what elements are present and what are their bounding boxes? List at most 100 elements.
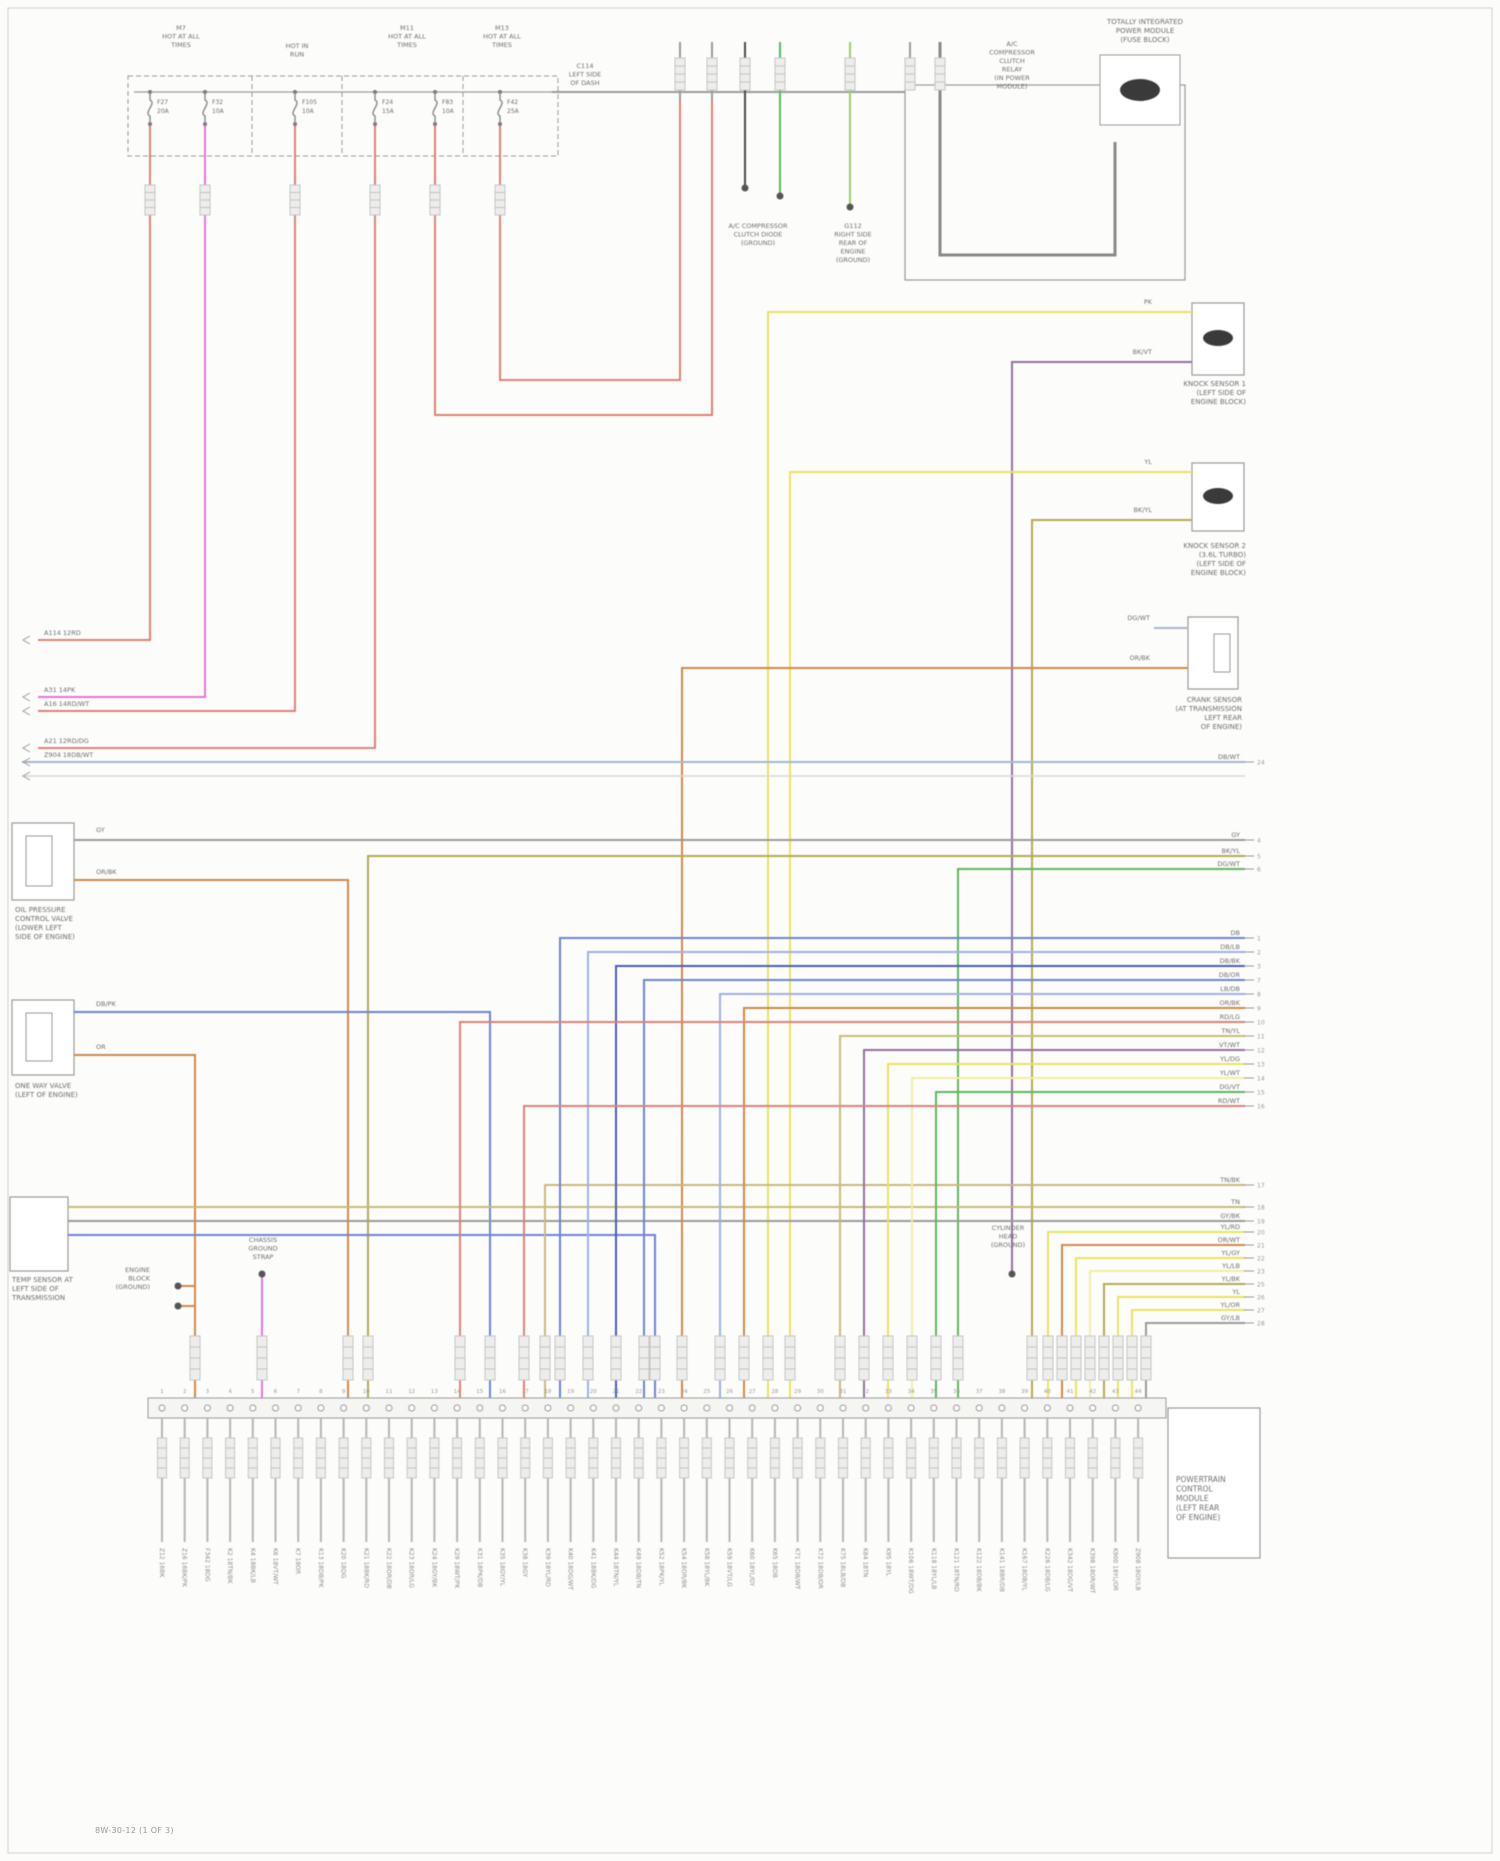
pcm-cavity-number: 37 [976, 1389, 983, 1395]
wire-fuse2-feed [38, 124, 206, 698]
wire-knock1-signal [767, 311, 1192, 1400]
pcm-cavity-number: 23 [658, 1389, 665, 1395]
pcm-cavity-number: 5 [251, 1389, 255, 1395]
pcm-cavity [726, 1404, 733, 1412]
terminal-pin: 14 [1257, 1076, 1265, 1083]
pcm-cavity-number: 20 [590, 1389, 597, 1395]
terminal-code: YL/BK [1220, 1275, 1240, 1283]
terminal-code: RD/LG [1220, 1013, 1240, 1021]
pcm-cavity [181, 1404, 189, 1412]
fuse-group-1-header: M7 [176, 24, 186, 32]
wire-fuse3-feed [38, 124, 296, 712]
pcm-cavity-number: 4 [228, 1389, 232, 1395]
terminal-pin: 7 [1257, 978, 1261, 985]
pcm-pin-label: K54 18OR/BK [680, 1548, 687, 1589]
pcm-cavity-number: 32 [862, 1389, 869, 1395]
fuse-group-3-header: HOT AT ALL [388, 33, 426, 41]
sensor-icon [1203, 488, 1233, 504]
terminal-code: YL/DG [1219, 1055, 1240, 1063]
pcm-pin-label: K75 18LB/DB [839, 1548, 846, 1587]
wire-coil-5 [911, 1077, 1245, 1400]
wire-code-bkvt: BK/VT [1133, 348, 1152, 356]
temp-sensor [9, 1196, 69, 1272]
pcm-pin-label: K52 18PK/YL [657, 1548, 664, 1586]
dash-connector-label: C114 [577, 62, 594, 70]
wire-row-green [957, 868, 1245, 1400]
pcm-cavity-number: 17 [522, 1389, 529, 1395]
pcm-cavity-number: 34 [908, 1389, 915, 1395]
pcm-cavity [385, 1404, 393, 1412]
pcm-pin-label: K24 18GY/BK [430, 1548, 437, 1588]
clutch-ground-label: CLUTCH DIODE [734, 231, 783, 239]
temp-sensor-label: TEMP SENSOR AT [11, 1276, 74, 1284]
pcm-cavity [203, 1404, 211, 1412]
cylinder-head-ground-label: CYLINDER [992, 1224, 1025, 1232]
pcm-pin-label: K2 18TN/BK [226, 1548, 233, 1585]
pcm-cavity [249, 1404, 257, 1412]
terminal-pin: 10 [1257, 1020, 1265, 1027]
pcm-cavity-number: 44 [1135, 1389, 1142, 1395]
terminal-code: Z904 18DB/WT [44, 751, 93, 759]
terminal-chevron [21, 706, 31, 716]
terminal-pin: 9 [1257, 1006, 1261, 1013]
terminal-pin: 4 [1257, 838, 1261, 845]
fuse-name: F24 [382, 99, 393, 106]
pcm-cavity-number: 29 [794, 1389, 801, 1395]
tipm-title: POWER MODULE [1116, 27, 1175, 35]
tipm-box [904, 84, 1186, 281]
pcm-cavity [294, 1404, 302, 1412]
pcm-box [1167, 1407, 1261, 1559]
wire-knock2-return [1031, 519, 1192, 1400]
pcm-cavity [521, 1404, 529, 1412]
pcm-pin-label: K65 18DB [771, 1548, 778, 1578]
terminal-code: BK/YL [1221, 847, 1240, 855]
pcm-cavity [930, 1404, 938, 1412]
cylinder-head-ground-label: (GROUND) [991, 1241, 1025, 1249]
fuse-symbol [497, 92, 503, 124]
crank-sensor-label: (AT TRANSMISSION [1175, 705, 1242, 713]
terminal-code: OR/WT [1218, 1236, 1240, 1244]
pcm-cavity-number: 1 [160, 1389, 164, 1395]
pcm-cavity [1043, 1404, 1051, 1412]
crank-sensor-label: CRANK SENSOR [1187, 696, 1242, 704]
pcm-cavity-number: 27 [749, 1389, 756, 1395]
one-way-valve-label: (LEFT OF ENGINE) [15, 1091, 78, 1099]
ground-dot [258, 1270, 266, 1278]
terminal-code: TN/YL [1220, 1027, 1240, 1035]
pcm-cavity-number: 42 [1089, 1389, 1096, 1395]
terminal-code: DB [1231, 929, 1240, 937]
pcm-cavity [362, 1404, 370, 1412]
terminal-code: RD/WT [1218, 1097, 1240, 1105]
fuse-rating: 25A [507, 108, 520, 115]
terminal-code: YL/WT [1219, 1069, 1240, 1077]
ground-dot [741, 184, 749, 192]
terminal-code: GY [1231, 831, 1240, 839]
temp-sensor-label: LEFT SIDE OF [12, 1285, 59, 1293]
pcm-pin-label: K122 18DB/BK [975, 1548, 982, 1593]
pcm-cavity [1111, 1404, 1119, 1412]
page-frame [7, 7, 1493, 1854]
wire-coil-3 [863, 1049, 1245, 1400]
clutch-ground-label: A/C COMPRESSOR [729, 222, 788, 230]
pcm-pin-label: K39 18YL/RD [544, 1548, 551, 1587]
pcm-pin-label: K84 18TN [862, 1548, 869, 1577]
pcm-pin-label: K342 18DG/VT [1066, 1548, 1073, 1592]
pcm-cavity [567, 1404, 575, 1412]
pcm-cavity [884, 1404, 892, 1412]
g112-ground-label: RIGHT SIDE [834, 231, 872, 239]
pcm-cavity-number: 25 [703, 1389, 710, 1395]
fuse-group-2-header: RUN [290, 51, 304, 59]
wire-fuse6-loop [499, 100, 681, 381]
wire-coil-1 [459, 1021, 1245, 1400]
knock-sensor-1-label: (LEFT SIDE OF [1196, 389, 1246, 397]
fuse-group-4-header: HOT AT ALL [483, 33, 521, 41]
wire-coil-4 [887, 1063, 1245, 1400]
wire-temp-5v [68, 1234, 656, 1400]
wire-fuse4-feed [38, 124, 376, 749]
pcm-pin-label: K72 18DB/OR [816, 1548, 823, 1589]
pcm-pin-label: K44 18TN/YL [612, 1548, 619, 1587]
wire-oneway-control [74, 1054, 196, 1400]
knock-sensor-2-label: ENGINE BLOCK) [1191, 569, 1246, 577]
pcm-pin-label: K38 18GY [521, 1548, 528, 1577]
